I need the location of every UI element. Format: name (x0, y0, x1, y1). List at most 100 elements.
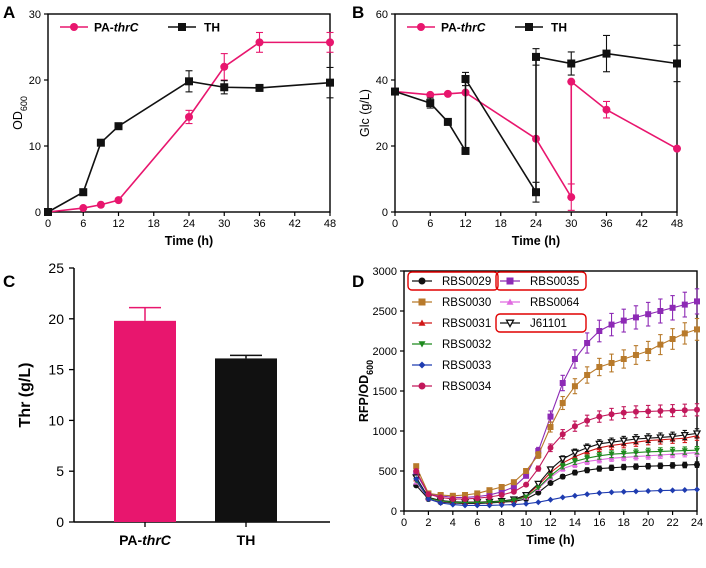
panel-b-data-point (567, 59, 576, 68)
panel-b-x-tick-label: 48 (671, 218, 683, 230)
panel-d-legend-label: RBS0034 (442, 381, 492, 393)
panel-d-y-tick-label: 500 (379, 466, 397, 478)
panel-c-bar (215, 358, 277, 522)
panel-d-x-axis-label: Time (h) (526, 533, 574, 547)
panel-d-data-point (680, 431, 689, 440)
panel-a-x-tick-label: 6 (80, 218, 86, 230)
legend-text-italic: thrC (114, 21, 139, 35)
panel-b-x-tick-label: 24 (530, 218, 542, 230)
panel-a-data-point (79, 204, 88, 213)
panel-b-series-line (394, 52, 678, 195)
panel-d-data-point (547, 444, 554, 451)
panel-d-data-point (645, 463, 652, 470)
panel-d-data-point (584, 467, 591, 474)
panel-d-data-point (584, 372, 591, 378)
panel-d-letter: D (352, 272, 364, 291)
panel-d-data-point (645, 449, 652, 455)
panel-d-data-point (681, 301, 688, 308)
panel-d-data-point (462, 496, 469, 502)
panel-b-x-tick-label: 30 (565, 218, 577, 230)
panel-d-y-tick-label: 1000 (373, 426, 397, 438)
panel-d-data-point (570, 449, 580, 457)
panel-d-data-point (596, 413, 603, 420)
panel-d-data-point (462, 492, 469, 498)
panel-d-legend-marker (506, 277, 514, 285)
panel-d-data-point (510, 479, 517, 486)
panel-d-data-point (559, 380, 566, 386)
panel-d-data-point (681, 330, 688, 337)
panel-b-data-point (532, 188, 540, 197)
panel-c-category-label: PA-thrC (119, 532, 172, 548)
panel-d-data-point (657, 341, 664, 348)
panel-d-data-point (474, 495, 481, 502)
panel-d-data-point (449, 492, 456, 499)
panel-d-data-point (620, 451, 627, 457)
panel-d-data-point (596, 453, 603, 459)
panel-a-legend-marker (178, 23, 186, 31)
panel-d-data-point (413, 463, 420, 470)
panel-d-legend-marker (418, 277, 426, 285)
panel-b-data-point (673, 59, 681, 68)
panel-d-data-point (534, 480, 543, 489)
panel-d-data-point (523, 468, 530, 474)
legend-text-italic: thrC (461, 21, 486, 35)
panel-a-data-point (114, 196, 123, 205)
panel-d-data-point (657, 487, 664, 494)
panel-a-y-tick-label: 0 (35, 207, 41, 219)
y-label-main: OD (11, 111, 25, 130)
panel-d-data-point (595, 440, 604, 449)
panel-d-legend-marker (505, 319, 515, 328)
category-text: PA- (119, 532, 142, 548)
panel-a: A 0 6 12 18 24 30 36 42 48 0 10 20 30 PA-thrC TH Time (h… (3, 3, 336, 248)
panel-d-y-tick-label: 3000 (373, 266, 397, 278)
panel-a-data-point (185, 77, 193, 86)
panel-d-data-point (694, 406, 700, 413)
panel-d-data-point (694, 486, 700, 493)
panel-d-data-point (694, 461, 700, 468)
panel-d-y-tick-label: 1500 (373, 386, 397, 398)
panel-d-data-point (571, 383, 578, 390)
panel-d-legend-label: RBS0033 (442, 360, 491, 372)
legend-text: PA- (94, 21, 114, 35)
panel-a-x-tick-label: 36 (253, 218, 265, 230)
panel-d-x-tick-label: 18 (618, 517, 630, 529)
panel-b-legend-label: TH (551, 21, 567, 35)
panel-d-data-point (645, 488, 652, 494)
panel-d-legend-marker (418, 319, 426, 326)
panel-d-data-point (571, 469, 578, 476)
panel-b-data-point (567, 193, 576, 202)
panel-b-y-tick-label: 60 (376, 9, 388, 21)
panel-d-data-point (449, 496, 456, 502)
panel-a-y-tick-label: 30 (29, 9, 41, 21)
panel-b-data-point (443, 117, 452, 126)
panel-a-data-point (326, 38, 334, 47)
panel-d-data-point (510, 501, 517, 508)
panel-d-data-point (559, 463, 566, 470)
panel-a-legend-label: PA-thrC (94, 21, 139, 35)
panel-d-data-point (498, 499, 505, 505)
panel-d-y-tick-label: 2500 (373, 306, 397, 318)
panel-d-data-point (510, 497, 517, 504)
panel-d-data-point (694, 447, 700, 454)
panel-d-legend-label: J61101 (530, 318, 567, 330)
panel-b-data-point (443, 89, 452, 98)
panel-d-data-point (596, 490, 603, 496)
panel-d-data-point (668, 433, 677, 441)
panel-d-data-point (632, 352, 639, 358)
panel-d-x-tick-label: 22 (666, 517, 678, 529)
panel-d-data-point (559, 494, 566, 501)
panel-d-data-point (474, 490, 481, 497)
panel-d-x-tick-label: 14 (569, 517, 581, 529)
panel-d-data-point (596, 465, 603, 472)
panel-d-data-point (645, 408, 652, 415)
panel-a-data-point (96, 138, 105, 147)
panel-d-data-point (571, 423, 578, 430)
panel-d-data-point (547, 424, 554, 430)
panel-d-data-point (558, 455, 567, 464)
panel-b-data-point (602, 105, 611, 114)
panel-d: D0 2 4 6 8 10 12 14 16 18 20 22 24050010001500200025… (352, 266, 703, 547)
panel-d-data-point (620, 317, 627, 324)
panel-b-x-tick-label: 0 (392, 218, 398, 230)
panel-b-legend-marker (417, 23, 425, 31)
